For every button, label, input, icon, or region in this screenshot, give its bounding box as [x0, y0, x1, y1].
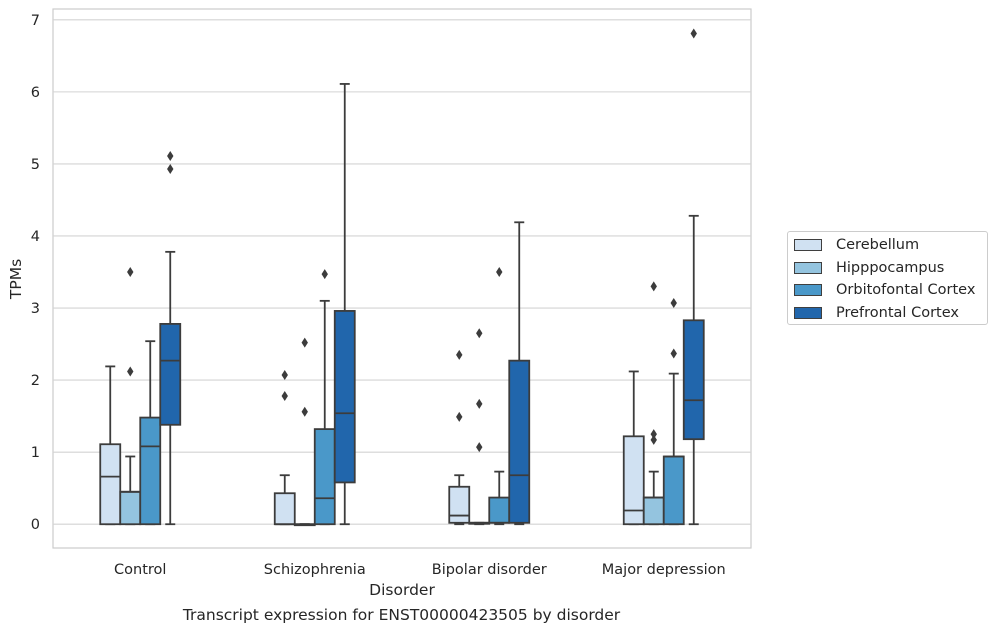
box-iqr [159, 322, 182, 426]
box-iqr [622, 435, 645, 526]
outlier-point [281, 390, 288, 401]
outlier-point [496, 267, 503, 278]
outlier-point [456, 411, 463, 422]
legend-label: Prefrontal Cortex [836, 304, 959, 321]
legend-swatch [794, 261, 822, 274]
box-iqr [488, 496, 511, 524]
box-iqr [682, 319, 705, 441]
box-0-3 [622, 370, 645, 526]
x-tick-labels: Control Schizophrenia Bipolar disorder Majo… [114, 562, 726, 578]
box-2-0 [139, 340, 162, 526]
legend-item: Cerebellum [794, 236, 919, 254]
legend: Cerebellum Hipppocampus Orbitofontal Corte… [787, 231, 988, 325]
outlier-point [127, 267, 134, 278]
outlier-point [127, 366, 134, 377]
box-3-0 [159, 151, 182, 526]
legend-item: Orbitofontal Cortex [794, 281, 975, 299]
box-iqr [313, 428, 336, 526]
x-tick-label: Bipolar disorder [432, 562, 547, 578]
outlier-point [650, 281, 657, 292]
legend-swatch [794, 239, 822, 251]
box-3-3 [682, 28, 705, 526]
box-iqr [139, 416, 162, 526]
box-series [99, 28, 705, 527]
box-2-1 [313, 269, 336, 526]
box-1-3 [642, 281, 665, 526]
legend-label: Orbitofontal Cortex [836, 282, 976, 298]
box-iqr [119, 490, 142, 526]
box-iqr [662, 455, 685, 526]
y-tick-label: 1 [31, 445, 40, 461]
outlier-point [281, 370, 288, 381]
y-tick-labels: 0 1 2 3 4 5 6 7 [31, 13, 40, 533]
figure-caption: Transcript expression for ENST0000042350… [182, 606, 621, 624]
x-tick-label: Control [114, 562, 166, 578]
x-axis-label: Disorder [369, 581, 435, 599]
box-iqr [273, 492, 296, 526]
y-axis-label: TPMs [7, 259, 25, 300]
y-tick-label: 2 [31, 373, 40, 389]
y-tick-label: 3 [31, 301, 40, 317]
box-iqr [448, 485, 471, 524]
y-tick-label: 5 [31, 157, 40, 173]
y-tick-label: 7 [31, 13, 40, 29]
outlier-point [650, 434, 657, 445]
box-2-3 [662, 298, 685, 526]
outlier-point [476, 398, 483, 409]
box-3-1 [333, 83, 356, 526]
y-tick-label: 4 [31, 229, 40, 245]
legend-label: Cerebellum [836, 237, 920, 253]
box-3-2 [508, 221, 531, 526]
legend-label: Hipppocampus [836, 259, 945, 276]
legend-swatch [794, 284, 822, 296]
box-0-1 [273, 370, 296, 526]
outlier-point [670, 348, 677, 359]
x-tick-label: Major depression [602, 562, 726, 578]
outlier-point [456, 349, 463, 360]
outlier-point [670, 298, 677, 308]
legend-item: Prefrontal Cortex [794, 304, 959, 322]
outlier-point [301, 406, 308, 417]
outlier-point [167, 151, 174, 161]
box-iqr [333, 310, 356, 484]
box-1-0 [119, 267, 142, 526]
outlier-point [301, 337, 308, 348]
y-tick-label: 0 [31, 517, 40, 533]
x-tick-label: Schizophrenia [264, 562, 366, 578]
legend-swatch [794, 306, 822, 319]
outlier-point [476, 328, 483, 339]
box-0-0 [99, 365, 122, 526]
outlier-point [476, 442, 483, 453]
outlier-point [650, 429, 657, 440]
y-tick-label: 6 [31, 85, 40, 101]
box-iqr [642, 496, 665, 526]
outlier-point [690, 28, 697, 39]
outlier-point [167, 163, 174, 174]
box-iqr [99, 443, 122, 526]
box-iqr [508, 359, 531, 524]
legend-item: Hipppocampus [794, 259, 944, 277]
outlier-point [321, 269, 328, 280]
box-0-2 [448, 349, 471, 526]
